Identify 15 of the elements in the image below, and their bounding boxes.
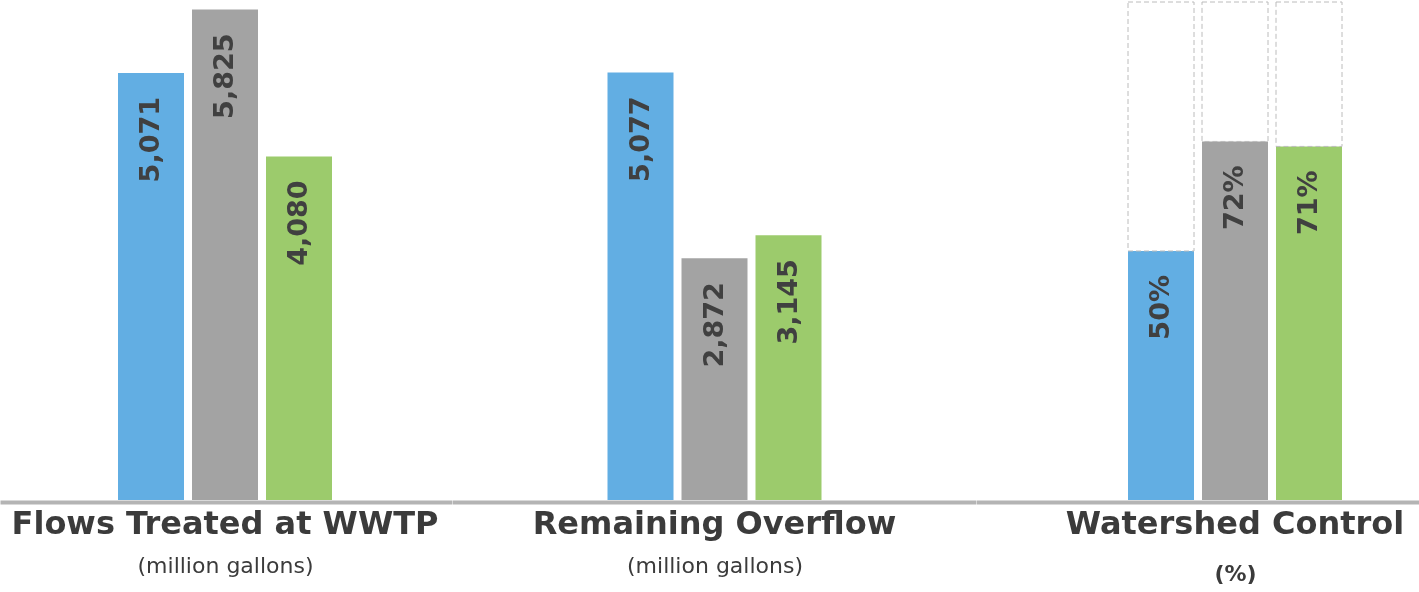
x-tick-label: Remaining Overflow <box>532 503 897 542</box>
data-label: 2,872 <box>697 282 729 368</box>
x-tick-label: Watershed Control <box>1065 503 1405 542</box>
data-label: 4,080 <box>282 180 313 266</box>
data-label: 5,077 <box>623 96 655 182</box>
data-label: 5,071 <box>134 96 165 183</box>
data-label: 50% <box>1144 275 1175 340</box>
x-axis-title: (million gallons) <box>137 552 314 578</box>
x-axis-title: (%) <box>1214 560 1257 586</box>
data-label: 71% <box>1292 170 1323 236</box>
x-axis-title: (million gallons) <box>627 552 803 578</box>
data-label: 3,145 <box>771 259 803 345</box>
data-label: 72% <box>1218 165 1249 231</box>
data-label: 5,825 <box>208 33 239 119</box>
x-tick-label: Flows Treated at WWTP <box>11 503 439 542</box>
